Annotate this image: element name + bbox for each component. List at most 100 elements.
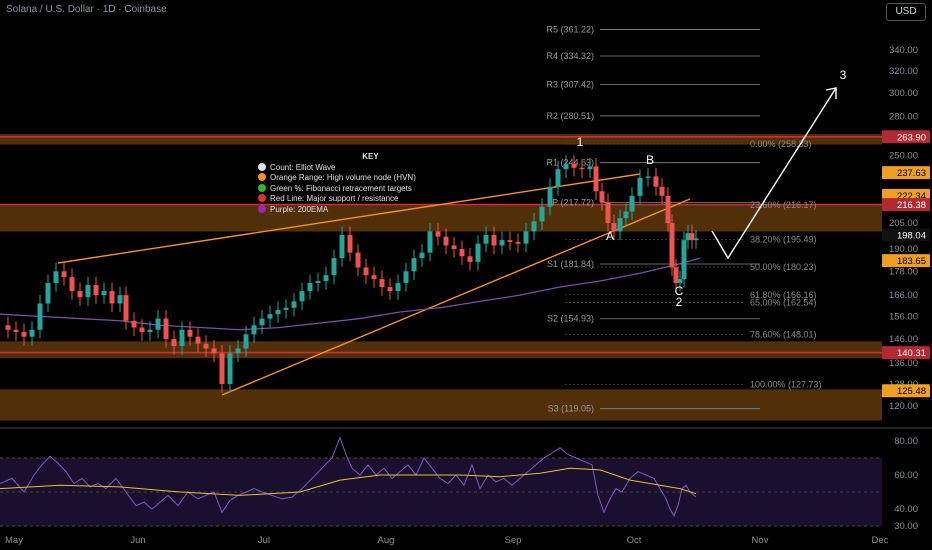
candle-body [419, 252, 425, 259]
fib-label: 38.20% (195.49) [750, 234, 817, 244]
rsi-tick-label: 30.00 [894, 521, 918, 532]
candle-body [491, 234, 497, 246]
y-tick-label: 190.00 [889, 244, 918, 255]
wave-label: B [646, 153, 654, 167]
candle-body [411, 258, 417, 272]
orange-dot-icon [258, 173, 266, 181]
pivot-label: R1 (244.63) [546, 158, 594, 168]
candle-body [475, 243, 481, 262]
y-tick-label: 280.00 [889, 112, 918, 123]
candle-body [171, 339, 177, 347]
candle-body [681, 240, 687, 280]
candle-body [29, 329, 35, 337]
rsi-ma-line [0, 467, 697, 496]
candle-body [515, 241, 521, 244]
x-tick-label: Oct [627, 535, 642, 546]
candle-body [85, 285, 91, 298]
candle-body [435, 231, 441, 237]
pivot-label: S2 (154.93) [547, 314, 594, 324]
candle-body [299, 291, 305, 302]
wave-label: A [606, 229, 614, 243]
red-dot-icon [258, 194, 266, 202]
fib-label: 61.80% (166.16) [750, 290, 817, 300]
price-tag-label: 237.63 [897, 168, 926, 179]
x-tick-label: May [5, 535, 23, 546]
pivot-label: R4 (334.32) [546, 51, 594, 61]
candle-body [669, 223, 675, 268]
y-tick-label: 205.00 [889, 218, 918, 229]
candle-body [499, 240, 505, 246]
legend-item-hvn: Orange Range: High volume node (HVN) [258, 173, 483, 184]
fib-label: 50.00% (180.23) [750, 262, 817, 272]
legend-item-red-line: Red Line: Major support / resistance [258, 194, 483, 205]
candle-body [593, 166, 599, 192]
candle-body [291, 301, 297, 308]
candle-body [531, 221, 537, 232]
rsi-tick-label: 80.00 [894, 436, 918, 447]
candle-body [427, 231, 433, 253]
candle-body [395, 283, 401, 292]
price-tag [882, 384, 930, 398]
y-tick-label: 320.00 [889, 66, 918, 77]
legend-title: KEY [362, 152, 379, 161]
candle-body [283, 307, 289, 310]
currency-button[interactable]: USD [886, 3, 926, 21]
fib-label: 0.00% (258.33) [750, 139, 812, 149]
candle-body [617, 218, 623, 232]
candle-body [307, 283, 313, 292]
candle-body [21, 332, 27, 337]
candle-body [179, 329, 185, 347]
candle-body [605, 202, 611, 224]
candle-body [659, 186, 665, 196]
pivot-label: P (217.72) [552, 198, 594, 208]
candle-body [507, 240, 513, 242]
price-pane-bg [0, 0, 882, 425]
candle-body [599, 191, 605, 203]
x-tick-label: Dec [872, 535, 889, 546]
chart-title: Solana / U.S. Dollar · 1D · Coinbase [6, 4, 167, 15]
candle-body [645, 176, 651, 178]
green-dot-icon [258, 183, 266, 192]
x-tick-label: Aug [378, 535, 395, 546]
price-tag [882, 254, 930, 268]
candle-body [689, 233, 695, 241]
price-tag-label: 198.04 [897, 230, 926, 241]
fib-label: 23.60% (216.17) [750, 200, 817, 210]
pivot-label: R3 (307.42) [546, 80, 594, 90]
candle-body [693, 238, 699, 241]
candle-body [131, 320, 137, 328]
candle-body [665, 195, 671, 224]
price-tag-label: 222.34 [897, 191, 926, 202]
candle-body [379, 279, 385, 288]
candle-body [267, 314, 273, 319]
hvn-zone [0, 134, 882, 145]
price-tag-label: 125.48 [897, 386, 926, 397]
candle-body [451, 245, 457, 250]
candle-body [123, 295, 129, 321]
legend-key: KEY Count: Elliot Wave Orange Range: Hig… [258, 152, 483, 215]
y-tick-label: 146.00 [889, 334, 918, 345]
wedge-lower-trendline [221, 198, 691, 396]
candle-body [347, 234, 353, 253]
fib-label: 78.60% (148.01) [750, 329, 817, 339]
candle-body [637, 177, 643, 196]
candle-body [53, 271, 59, 284]
x-tick-label: Jul [258, 535, 270, 546]
candle-body [673, 267, 679, 284]
candle-body [163, 318, 169, 339]
candle-body [547, 186, 553, 207]
hvn-zone [0, 205, 882, 232]
y-tick-label: 156.00 [889, 311, 918, 322]
y-tick-label: 300.00 [889, 88, 918, 99]
price-tag [882, 228, 930, 242]
candle-body [251, 325, 257, 335]
candle-body [579, 167, 585, 170]
white-dot-icon [258, 162, 266, 171]
candle-body [685, 233, 691, 241]
pivot-label: S3 (119.05) [548, 404, 594, 414]
candle-body [227, 353, 233, 384]
y-tick-label: 166.00 [889, 290, 918, 301]
rsi-tick-label: 40.00 [894, 504, 918, 515]
fib-label: 100.00% (127.73) [750, 380, 822, 390]
